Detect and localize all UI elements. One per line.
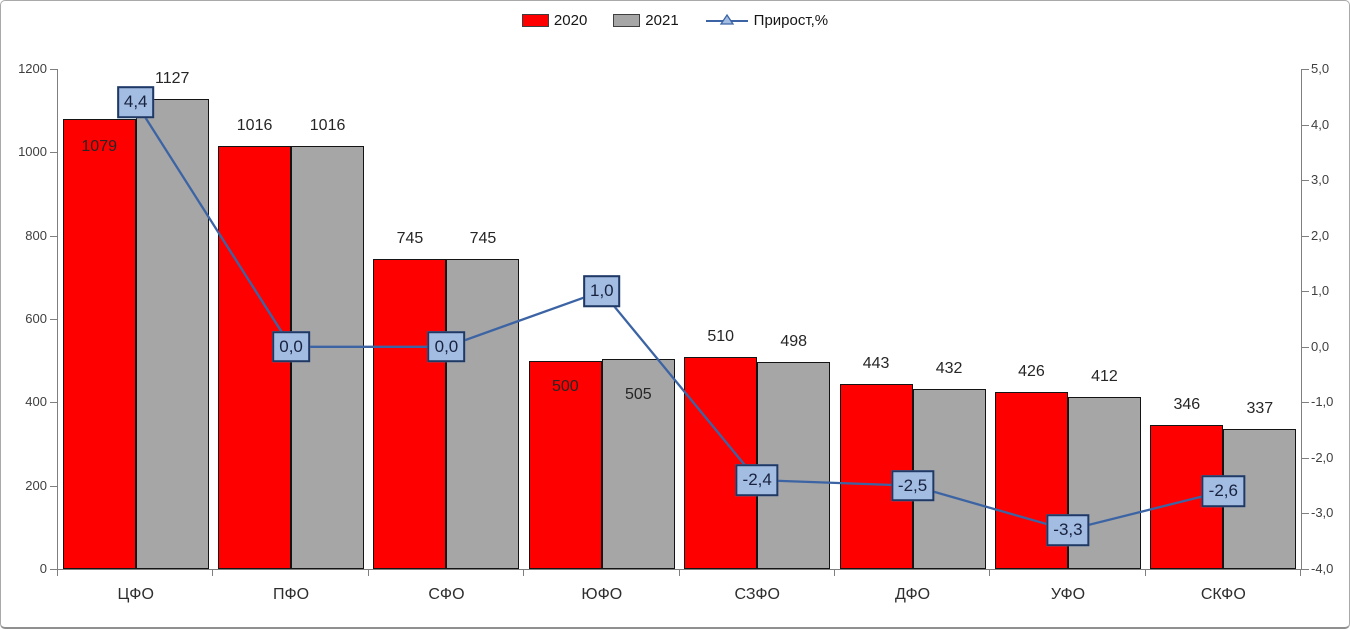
bar-value-label-2021: 498 bbox=[780, 332, 808, 350]
right-axis-tick-label: 0,0 bbox=[1311, 338, 1330, 354]
bar-value-label-2020: 745 bbox=[396, 229, 424, 247]
legend-label-2021: 2021 bbox=[645, 12, 679, 29]
right-axis-tick-label: -2,0 bbox=[1311, 449, 1334, 465]
bar-value-label-2020: 426 bbox=[1018, 362, 1045, 380]
x-axis-tick bbox=[212, 569, 214, 576]
legend-label-growth: Прирост,% bbox=[753, 12, 829, 29]
bar-value-label-2020: 443 bbox=[862, 355, 890, 373]
bar-value-label-2021: 412 bbox=[1091, 368, 1118, 386]
bar-value-label-2021: 505 bbox=[624, 385, 652, 403]
category-label: СФО bbox=[428, 586, 465, 603]
growth-label-box: -2,6 bbox=[1201, 475, 1245, 507]
chart-legend: 2020 2021 Прирост,% bbox=[1, 12, 1349, 29]
right-axis-tick bbox=[1302, 69, 1309, 70]
legend-item-growth: Прирост,% bbox=[705, 12, 828, 29]
left-axis-tick bbox=[50, 152, 57, 154]
right-axis-tick bbox=[1302, 402, 1309, 404]
x-axis-tick bbox=[1300, 569, 1301, 576]
growth-label-box: 4,4 bbox=[116, 86, 155, 119]
right-axis-tick bbox=[1302, 124, 1309, 126]
growth-label-box: 0,0 bbox=[272, 330, 310, 363]
right-axis-tick bbox=[1302, 235, 1309, 237]
bar-2021 bbox=[135, 99, 209, 569]
x-axis-tick bbox=[678, 569, 680, 576]
right-axis-tick bbox=[1302, 346, 1309, 348]
x-axis-tick bbox=[367, 569, 369, 576]
y-axis-left bbox=[57, 69, 58, 570]
x-axis-tick bbox=[1144, 569, 1146, 576]
legend-swatch-2021-icon bbox=[613, 14, 641, 27]
right-axis-tick-label: 5,0 bbox=[1311, 61, 1330, 76]
left-axis-tick bbox=[50, 235, 57, 237]
legend-item-2021: 2021 bbox=[613, 12, 679, 29]
left-axis-tick bbox=[50, 69, 57, 70]
left-axis-tick bbox=[50, 485, 57, 487]
legend-swatch-2020-icon bbox=[521, 14, 549, 27]
left-axis-tick bbox=[50, 319, 57, 320]
left-axis-tick-label: 800 bbox=[25, 227, 47, 243]
y-axis-right bbox=[1301, 69, 1302, 570]
right-axis-tick bbox=[1302, 457, 1309, 459]
right-axis-tick bbox=[1302, 569, 1309, 570]
category-label: ЦФО bbox=[117, 586, 154, 603]
category-label: ЮФО bbox=[581, 586, 623, 603]
bar-value-label-2021: 745 bbox=[469, 229, 497, 247]
right-axis-tick bbox=[1302, 291, 1309, 293]
left-axis-tick-label: 0 bbox=[39, 561, 47, 576]
legend-label-2020: 2020 bbox=[553, 12, 588, 29]
x-axis-tick bbox=[989, 569, 991, 576]
left-axis-tick-label: 200 bbox=[25, 477, 47, 493]
x-axis bbox=[57, 569, 1302, 570]
left-axis-tick-label: 400 bbox=[25, 394, 47, 410]
bar-2020 bbox=[373, 258, 447, 569]
bar-value-label-2021: 432 bbox=[935, 360, 963, 377]
left-axis-tick bbox=[50, 402, 57, 404]
growth-label-box: 0,0 bbox=[427, 330, 466, 363]
category-label: ДФО bbox=[895, 586, 931, 603]
legend-item-2020: 2020 bbox=[521, 12, 588, 29]
left-axis-tick bbox=[50, 569, 57, 570]
bar-value-label-2020: 510 bbox=[707, 327, 735, 345]
bar-2020 bbox=[62, 119, 136, 569]
right-axis-tick bbox=[1302, 180, 1309, 182]
bar-value-label-2020: 1016 bbox=[236, 116, 273, 134]
growth-label-box: 1,0 bbox=[582, 275, 621, 307]
right-axis-tick-label: 2,0 bbox=[1311, 227, 1330, 243]
bar-value-label-2020: 1079 bbox=[81, 138, 117, 156]
left-axis-tick-label: 1000 bbox=[18, 144, 47, 160]
bar-2020 bbox=[684, 356, 758, 569]
bar-value-label-2021: 1016 bbox=[309, 116, 346, 134]
growth-label-box: -3,3 bbox=[1046, 514, 1090, 546]
growth-label-box: -2,4 bbox=[735, 464, 779, 496]
x-axis-tick bbox=[833, 569, 835, 576]
right-axis-tick-label: 3,0 bbox=[1311, 172, 1330, 188]
right-axis-tick-label: -1,0 bbox=[1311, 394, 1334, 410]
right-axis-tick bbox=[1302, 513, 1309, 515]
growth-label-box: -2,5 bbox=[890, 469, 935, 502]
right-axis-tick-label: -4,0 bbox=[1311, 561, 1334, 576]
x-axis-tick bbox=[523, 569, 525, 576]
right-axis-tick-label: 1,0 bbox=[1311, 283, 1330, 299]
right-axis-tick-label: -3,0 bbox=[1311, 505, 1334, 521]
category-label: УФО bbox=[1050, 586, 1086, 603]
bar-2021 bbox=[446, 258, 520, 569]
category-label: СКФО bbox=[1200, 586, 1246, 603]
left-axis-tick-label: 600 bbox=[25, 311, 47, 326]
x-axis-tick bbox=[57, 569, 58, 576]
bar-value-label-2020: 500 bbox=[551, 377, 579, 395]
bar-value-label-2021: 337 bbox=[1246, 399, 1274, 417]
line-triangle-marker-icon bbox=[705, 13, 748, 25]
left-axis-tick-label: 1200 bbox=[18, 61, 47, 76]
bar-value-label-2020: 346 bbox=[1173, 395, 1201, 413]
category-label: СЗФО bbox=[734, 586, 780, 603]
right-axis-tick-label: 4,0 bbox=[1311, 116, 1330, 132]
category-label: ПФО bbox=[273, 586, 310, 603]
bar-value-label-2021: 1127 bbox=[154, 70, 190, 88]
